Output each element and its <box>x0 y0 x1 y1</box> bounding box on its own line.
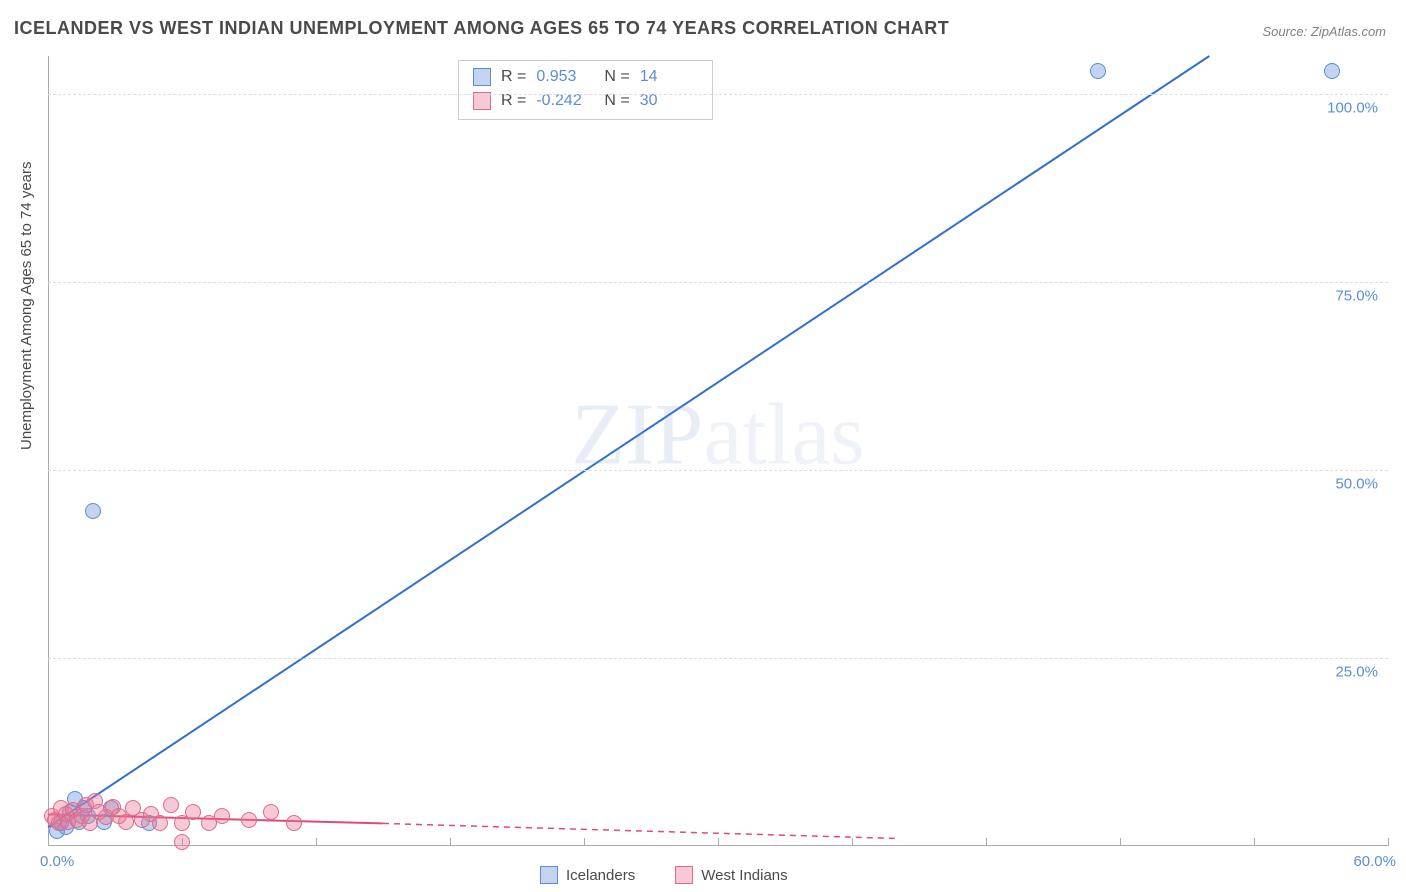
n-value: 14 <box>640 65 698 89</box>
data-point <box>286 815 302 831</box>
x-tick <box>584 838 585 846</box>
data-point <box>263 804 279 820</box>
chart-plot-area: ZIPatlas R =0.953N =14R =-0.242N =30 0.0… <box>48 56 1388 846</box>
x-tick <box>1254 838 1255 846</box>
x-tick <box>852 838 853 846</box>
data-point <box>152 815 168 831</box>
x-tick <box>48 838 49 846</box>
n-label: N = <box>604 65 629 89</box>
y-axis-label: Unemployment Among Ages 65 to 74 years <box>18 161 35 450</box>
series-legend: Icelanders West Indians <box>540 866 788 884</box>
y-tick-label: 25.0% <box>1335 663 1378 680</box>
x-tick <box>718 838 719 846</box>
correlation-stats-box: R = 0.953 N = 14 R = -0.242 N = 30 <box>458 60 713 120</box>
x-axis-min-label: 0.0% <box>40 853 74 870</box>
r-value: 0.953 <box>536 65 594 89</box>
trend-lines-layer <box>48 56 1388 846</box>
grid-line <box>48 470 1388 471</box>
data-point <box>163 797 179 813</box>
data-point <box>214 808 230 824</box>
n-value: 30 <box>640 89 698 113</box>
r-label: R = <box>501 89 526 113</box>
grid-line <box>48 94 1388 95</box>
data-point <box>174 834 190 850</box>
x-tick <box>316 838 317 846</box>
legend-swatch <box>675 866 693 884</box>
data-point <box>85 503 101 519</box>
source-attribution: Source: ZipAtlas.com <box>1262 24 1386 39</box>
y-tick-label: 50.0% <box>1335 475 1378 492</box>
data-point <box>1324 63 1340 79</box>
grid-line <box>48 658 1388 659</box>
x-tick <box>986 838 987 846</box>
chart-title: ICELANDER VS WEST INDIAN UNEMPLOYMENT AM… <box>14 18 949 39</box>
legend-item: Icelanders <box>540 866 635 884</box>
x-tick <box>450 838 451 846</box>
series-swatch <box>473 68 491 86</box>
series-swatch <box>473 92 491 110</box>
data-point <box>241 812 257 828</box>
legend-swatch <box>540 866 558 884</box>
y-tick-label: 75.0% <box>1335 287 1378 304</box>
r-value: -0.242 <box>536 89 594 113</box>
n-label: N = <box>604 89 629 113</box>
x-axis-max-label: 60.0% <box>1353 853 1396 870</box>
r-label: R = <box>501 65 526 89</box>
stats-row: R = -0.242 N = 30 <box>473 89 698 113</box>
legend-item: West Indians <box>675 866 787 884</box>
stats-row: R = 0.953 N = 14 <box>473 65 698 89</box>
data-point <box>185 804 201 820</box>
data-point <box>1090 63 1106 79</box>
x-tick <box>1388 838 1389 846</box>
legend-label: West Indians <box>701 867 787 884</box>
y-tick-label: 100.0% <box>1327 99 1378 116</box>
grid-line <box>48 282 1388 283</box>
legend-label: Icelanders <box>566 867 635 884</box>
x-tick <box>1120 838 1121 846</box>
